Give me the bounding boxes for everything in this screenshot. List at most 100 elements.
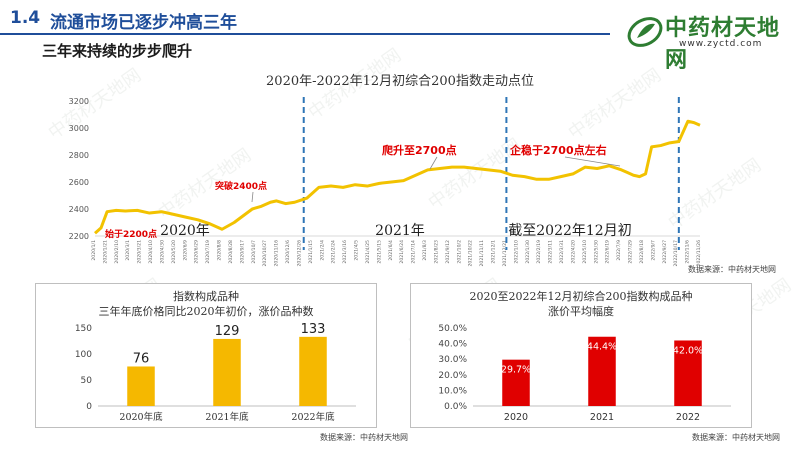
bar-chart-1: 0 50 100 150 76 2020年底 129 2021年底 133 2022年底 xyxy=(75,322,356,423)
bar-value-label: 129 xyxy=(215,324,240,339)
x-tick-label: 2020/12/26 xyxy=(296,240,302,267)
x-tick-label: 2022/9/27 xyxy=(662,240,668,264)
annotation-leader xyxy=(251,191,254,203)
bar xyxy=(127,366,155,406)
section-title: 流通市场已逐步冲高三年 xyxy=(50,13,237,33)
x-tick-label: 2022/11/6 xyxy=(685,240,691,264)
brand-logo: 中药材天地网 www.zyctd.com xyxy=(625,8,790,73)
y-tick-label: 2600 xyxy=(69,178,89,187)
x-category-label: 2022年底 xyxy=(291,411,335,423)
y-tick-label: 20.0% xyxy=(438,371,467,381)
x-tick-label: 2020/1/1 xyxy=(91,240,97,261)
bar xyxy=(674,340,702,406)
x-tick-label: 2020/1/21 xyxy=(102,240,108,264)
x-tick-label: 2020/7/19 xyxy=(205,240,211,264)
x-tick-label: 2022/3/11 xyxy=(548,240,554,264)
line-chart-source: 数据来源：中药材天地网 xyxy=(688,265,776,274)
bar-value-label: 44.4% xyxy=(587,342,617,353)
x-tick-label: 2021/6/24 xyxy=(399,240,405,264)
bar xyxy=(502,359,530,406)
bar-chart-1-frame: 指数构成品种 三年年底价格同比2020年初价，涨价品种数 0 50 100 150 76… xyxy=(35,283,377,428)
x-category-label: 2021年底 xyxy=(205,411,249,423)
x-tick-label: 2020/6/9 xyxy=(182,240,188,261)
x-tick-label: 2020/3/21 xyxy=(137,240,143,264)
logo-url: www.zyctd.com xyxy=(679,39,763,49)
y-tick-label: 2400 xyxy=(69,205,89,214)
x-tick-label: 2020/10/27 xyxy=(262,240,268,267)
x-tick-label: 2021/4/5 xyxy=(354,240,360,261)
y-tick-label: 10.0% xyxy=(438,386,467,396)
line-chart: 2200 2400 2600 2800 3000 3200 2020/1/1 2020/1/2… xyxy=(69,97,702,267)
x-tick-label: 2022/9/7 xyxy=(650,240,656,261)
bar xyxy=(588,336,616,406)
x-category-label: 2020 xyxy=(504,412,528,423)
x-tick-label: 2021/2/4 xyxy=(319,240,325,261)
x-tick-label: 2020/11/16 xyxy=(274,240,280,267)
x-tick-label: 2022/6/19 xyxy=(605,240,611,264)
y-tick-label: 2200 xyxy=(69,232,89,241)
x-tick-label: 2021/11/11 xyxy=(479,240,485,267)
annotation-leader xyxy=(429,156,438,170)
line-chart-title: 2020年-2022年12月初综合200指数走动点位 xyxy=(266,74,534,89)
x-category-label: 2021 xyxy=(590,412,614,423)
bar-value-label: 42.0% xyxy=(673,345,703,356)
y-tick-label: 50 xyxy=(81,376,93,386)
leaf-logo-icon xyxy=(627,17,663,47)
x-tick-label: 2020/4/30 xyxy=(159,240,165,264)
y-tick-label: 2800 xyxy=(69,151,89,160)
x-tick-label: 2022/7/9 xyxy=(616,240,622,261)
bar-chart-2-frame: 2020至2022年12月初综合200指数构成品种 涨价平均幅度 0.0% 10.… xyxy=(410,283,752,428)
x-tick-label: 2022/4/20 xyxy=(570,240,576,264)
x-tick-label: 2021/8/23 xyxy=(433,240,439,264)
x-category-label: 2022 xyxy=(676,412,700,423)
y-tick-label: 3000 xyxy=(69,124,89,133)
bar-chart-2-source: 数据来源：中药材天地网 xyxy=(692,433,780,442)
bar-chart-2-subtitle: 涨价平均幅度 xyxy=(548,305,614,318)
x-tick-label: 2021/10/22 xyxy=(468,240,474,267)
y-tick-label: 100 xyxy=(75,350,92,360)
annotation-leader xyxy=(564,156,621,167)
section-number: 1.4 xyxy=(10,8,41,28)
x-tick-label: 2020/4/10 xyxy=(148,240,154,264)
bar-chart-2: 0.0% 10.0% 20.0% 30.0% 40.0% 50.0% 29.7% 2020 44… xyxy=(438,324,731,423)
x-tick-label: 2020/9/17 xyxy=(239,240,245,264)
y-tick-label: 50.0% xyxy=(438,324,467,334)
x-tick-label: 2022/1/10 xyxy=(513,240,519,264)
x-tick-label: 2022/8/18 xyxy=(639,240,645,264)
logo-name: 中药材天地网 xyxy=(665,16,781,73)
x-tick-label: 2020/8/28 xyxy=(228,240,234,264)
x-tick-label: 2021/5/15 xyxy=(376,240,382,264)
x-tick-label: 2020/3/1 xyxy=(125,240,131,261)
x-tick-label: 2020/10/7 xyxy=(251,240,257,264)
y-tick-label: 3200 xyxy=(69,97,89,106)
x-tick-label: 2020/8/8 xyxy=(217,240,223,261)
annotation-label: 突破2400点 xyxy=(215,180,267,192)
header-rule xyxy=(0,33,610,35)
x-category-label: 2020年底 xyxy=(119,411,163,423)
x-tick-label: 2022/1/30 xyxy=(525,240,531,264)
x-tick-label: 2021/1/15 xyxy=(308,240,314,264)
year-segment-label: 2020年 xyxy=(160,223,210,239)
x-tick-label: 2022/7/29 xyxy=(628,240,634,264)
x-tick-label: 2020/5/20 xyxy=(171,240,177,264)
annotation-label: 企稳于2700点左右 xyxy=(509,143,607,157)
x-tick-label: 2021/10/2 xyxy=(456,240,462,264)
x-tick-label: 2022/10/17 xyxy=(673,240,679,267)
x-tick-label: 2021/12/1 xyxy=(491,240,497,264)
bar-chart-1-subtitle: 三年年底价格同比2020年初价，涨价品种数 xyxy=(98,305,314,318)
x-tick-label: 2021/7/14 xyxy=(411,240,417,264)
annotation-label: 爬升至2700点 xyxy=(382,143,457,157)
x-tick-label: 2021/8/3 xyxy=(422,240,428,261)
x-tick-label: 2022/11/26 xyxy=(696,240,702,267)
bar xyxy=(299,336,327,406)
year-segment-label: 截至2022年12月初 xyxy=(508,222,631,239)
x-tick-label: 2020/2/10 xyxy=(114,240,120,264)
year-segment-label: 2021年 xyxy=(375,223,425,239)
y-tick-label: 40.0% xyxy=(438,340,467,350)
x-tick-label: 2021/2/24 xyxy=(331,240,337,264)
x-tick-label: 2021/12/21 xyxy=(502,240,508,267)
x-tick-label: 2021/4/25 xyxy=(365,240,371,264)
y-tick-label: 0 xyxy=(86,402,92,412)
index-series-line xyxy=(94,119,701,235)
x-tick-label: 2020/6/29 xyxy=(194,240,200,264)
